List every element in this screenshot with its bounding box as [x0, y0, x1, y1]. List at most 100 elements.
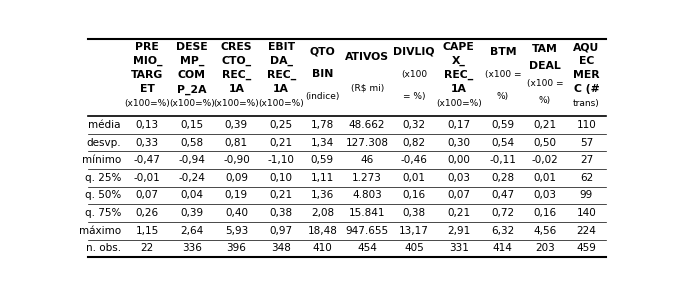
- Text: 1,34: 1,34: [310, 138, 334, 148]
- Text: (R$ mi): (R$ mi): [350, 84, 384, 93]
- Text: 414: 414: [493, 243, 513, 253]
- Text: PRE: PRE: [136, 42, 159, 52]
- Text: 110: 110: [576, 120, 596, 130]
- Text: 0,07: 0,07: [136, 191, 159, 201]
- Text: 0,97: 0,97: [269, 226, 293, 236]
- Text: 48.662: 48.662: [349, 120, 385, 130]
- Text: REC_: REC_: [222, 70, 251, 81]
- Text: 27: 27: [580, 155, 593, 165]
- Text: 13,17: 13,17: [399, 226, 429, 236]
- Text: 0,17: 0,17: [447, 120, 470, 130]
- Text: q. 75%: q. 75%: [84, 208, 121, 218]
- Text: BTM: BTM: [489, 47, 516, 57]
- Text: -0,24: -0,24: [178, 173, 205, 183]
- Text: 0,07: 0,07: [447, 191, 470, 201]
- Text: 127.308: 127.308: [346, 138, 389, 148]
- Text: 0,59: 0,59: [311, 155, 334, 165]
- Text: 454: 454: [357, 243, 377, 253]
- Text: -0,01: -0,01: [134, 173, 161, 183]
- Text: 396: 396: [227, 243, 246, 253]
- Text: P_2A: P_2A: [177, 84, 207, 95]
- Text: 1,15: 1,15: [136, 226, 159, 236]
- Text: 459: 459: [576, 243, 597, 253]
- Text: -0,90: -0,90: [223, 155, 250, 165]
- Text: CAPE: CAPE: [443, 42, 475, 52]
- Text: X_: X_: [452, 56, 466, 66]
- Text: 0,21: 0,21: [269, 138, 293, 148]
- Text: 0,16: 0,16: [402, 191, 425, 201]
- Text: TARG: TARG: [131, 70, 163, 80]
- Text: 0,39: 0,39: [180, 208, 203, 218]
- Text: 0,47: 0,47: [491, 191, 514, 201]
- Text: TAM: TAM: [532, 44, 558, 54]
- Text: MER: MER: [573, 70, 600, 80]
- Text: máximo: máximo: [79, 226, 121, 236]
- Text: q. 25%: q. 25%: [84, 173, 121, 183]
- Text: (x100=%): (x100=%): [259, 99, 304, 108]
- Text: média: média: [88, 120, 121, 130]
- Text: 1,36: 1,36: [310, 191, 334, 201]
- Text: ET: ET: [140, 84, 155, 94]
- Text: 0,25: 0,25: [269, 120, 293, 130]
- Text: (indice): (indice): [305, 92, 340, 101]
- Text: -0,02: -0,02: [531, 155, 558, 165]
- Text: 0,16: 0,16: [533, 208, 556, 218]
- Text: 0,59: 0,59: [491, 120, 514, 130]
- Text: DA_: DA_: [269, 56, 293, 66]
- Text: 1.273: 1.273: [352, 173, 382, 183]
- Text: DEAL: DEAL: [529, 61, 561, 71]
- Text: 2,64: 2,64: [180, 226, 203, 236]
- Text: -0,11: -0,11: [489, 155, 516, 165]
- Text: CTO_: CTO_: [221, 56, 252, 66]
- Text: 0,39: 0,39: [225, 120, 248, 130]
- Text: 0,30: 0,30: [447, 138, 470, 148]
- Text: trans): trans): [573, 99, 600, 108]
- Text: -1,10: -1,10: [268, 155, 294, 165]
- Text: 0,15: 0,15: [180, 120, 203, 130]
- Text: (x100: (x100: [401, 70, 427, 78]
- Text: 410: 410: [313, 243, 332, 253]
- Text: q. 50%: q. 50%: [85, 191, 121, 201]
- Text: 0,82: 0,82: [402, 138, 425, 148]
- Text: MIO_: MIO_: [132, 56, 162, 66]
- Text: REC_: REC_: [267, 70, 296, 81]
- Text: 0,03: 0,03: [447, 173, 470, 183]
- Text: 0,40: 0,40: [225, 208, 248, 218]
- Text: MP_: MP_: [180, 56, 204, 66]
- Text: desvp.: desvp.: [86, 138, 121, 148]
- Text: -0,94: -0,94: [178, 155, 205, 165]
- Text: 1A: 1A: [273, 84, 289, 94]
- Text: DESE: DESE: [176, 42, 207, 52]
- Text: C (#: C (#: [574, 84, 599, 94]
- Text: 99: 99: [580, 191, 593, 201]
- Text: 0,09: 0,09: [225, 173, 248, 183]
- Text: 0,21: 0,21: [269, 191, 293, 201]
- Text: 0,01: 0,01: [533, 173, 556, 183]
- Text: 4.803: 4.803: [352, 191, 382, 201]
- Text: EC: EC: [578, 56, 594, 66]
- Text: 336: 336: [182, 243, 202, 253]
- Text: 1A: 1A: [451, 84, 466, 94]
- Text: 57: 57: [580, 138, 593, 148]
- Text: 1A: 1A: [228, 84, 244, 94]
- Text: 22: 22: [140, 243, 154, 253]
- Text: 0,33: 0,33: [136, 138, 159, 148]
- Text: = %): = %): [403, 92, 425, 101]
- Text: 0,54: 0,54: [491, 138, 514, 148]
- Text: AQU: AQU: [573, 42, 599, 52]
- Text: 1,11: 1,11: [310, 173, 334, 183]
- Text: 6,32: 6,32: [491, 226, 514, 236]
- Text: 1,78: 1,78: [310, 120, 334, 130]
- Text: n. obs.: n. obs.: [86, 243, 121, 253]
- Text: 0,28: 0,28: [491, 173, 514, 183]
- Text: 0,21: 0,21: [447, 208, 470, 218]
- Text: %): %): [539, 96, 551, 105]
- Text: 0,58: 0,58: [180, 138, 203, 148]
- Text: (x100 =: (x100 =: [526, 79, 563, 88]
- Text: CRES: CRES: [221, 42, 252, 52]
- Text: 0,10: 0,10: [269, 173, 293, 183]
- Text: COM: COM: [178, 70, 206, 80]
- Text: 4,56: 4,56: [533, 226, 557, 236]
- Text: 0,00: 0,00: [448, 155, 470, 165]
- Text: 0,13: 0,13: [136, 120, 159, 130]
